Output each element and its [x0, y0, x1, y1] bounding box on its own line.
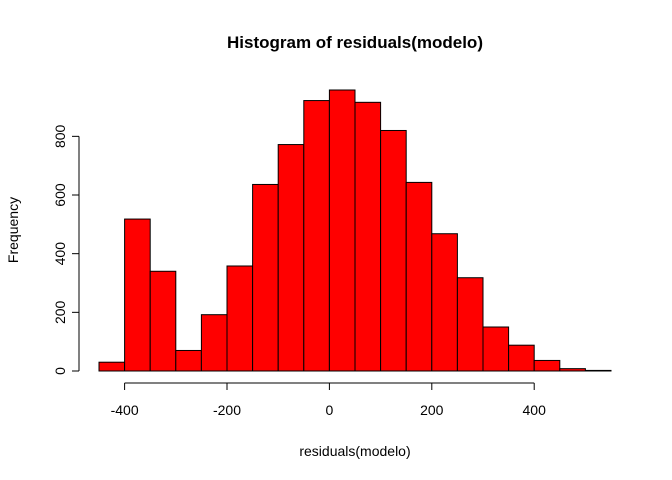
histogram-bar [277, 144, 305, 372]
y-tick-label: 600 [52, 183, 68, 207]
histogram-bar [482, 326, 510, 372]
histogram-bar [303, 100, 330, 372]
x-tick-label: 400 [523, 402, 547, 418]
y-tick-label: 0 [52, 367, 68, 375]
x-tick-label: -200 [213, 402, 241, 418]
histogram-bar [584, 369, 612, 372]
x-tick-label: -400 [111, 402, 139, 418]
histogram-bar [533, 359, 561, 372]
histogram-bar [226, 265, 254, 372]
histogram-bar [175, 349, 202, 372]
x-axis: -400 -200 0 200 400 [111, 382, 547, 418]
y-tick-label: 800 [52, 124, 68, 148]
histogram-bar [405, 181, 433, 372]
y-axis: 0 200 400 600 800 [52, 124, 80, 375]
histogram-bar [328, 89, 356, 372]
histogram-bar [508, 344, 535, 372]
x-axis-label: residuals(modelo) [299, 443, 410, 459]
y-axis-label: Frequency [5, 197, 21, 263]
histogram-bar [456, 277, 484, 372]
histogram-bar [124, 218, 151, 372]
histogram-bar [252, 183, 279, 372]
bars-group [98, 89, 612, 372]
x-tick-label: 0 [326, 402, 334, 418]
histogram-bar [431, 233, 458, 372]
histogram-bar [149, 270, 177, 372]
histogram-bar [559, 368, 586, 372]
x-tick-label: 200 [420, 402, 444, 418]
histogram-bar [380, 129, 407, 372]
y-tick-label: 200 [52, 300, 68, 324]
y-tick-label: 400 [52, 242, 68, 266]
histogram-bar [354, 101, 382, 372]
histogram-bar [98, 361, 126, 372]
histogram-bar [200, 314, 228, 372]
chart-title: Histogram of residuals(modelo) [227, 33, 483, 52]
